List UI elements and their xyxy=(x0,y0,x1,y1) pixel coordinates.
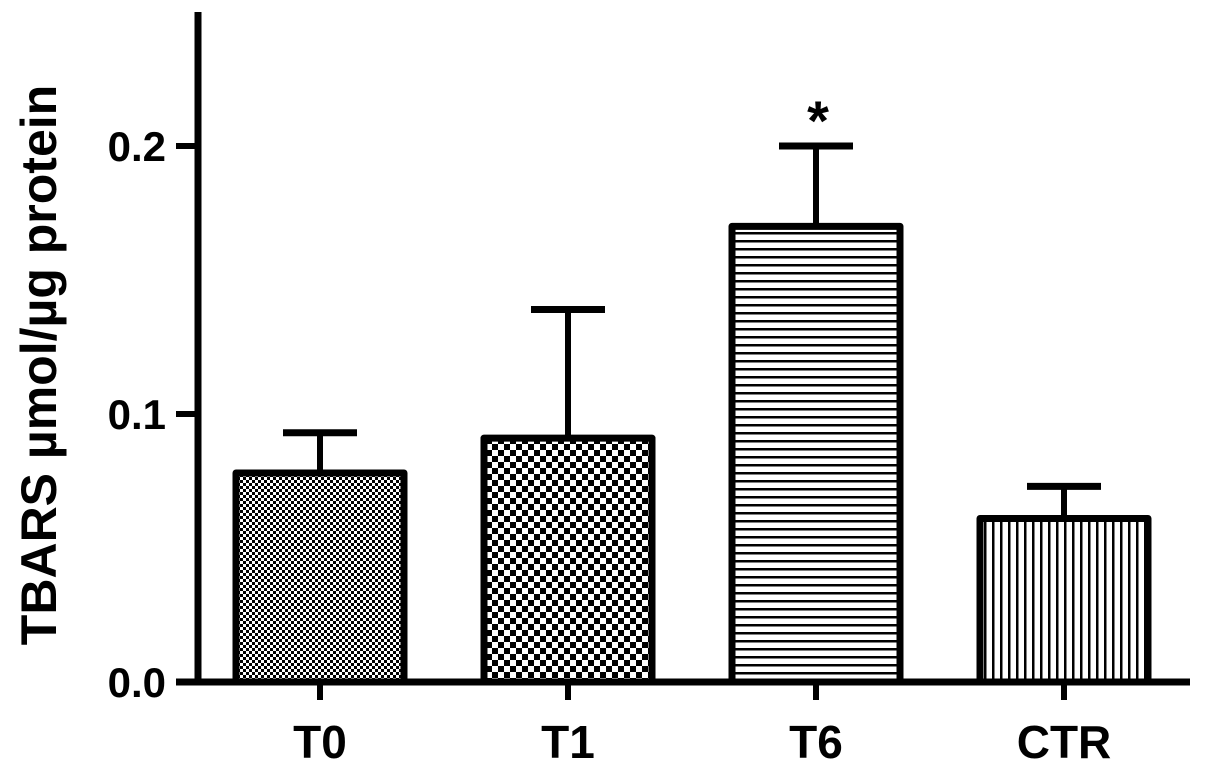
bar-t0 xyxy=(232,469,408,686)
y-tick-label: 0.2 xyxy=(108,123,166,170)
error-bar-t0 xyxy=(283,429,357,473)
y-axis-title: TBARS µmol/µg protein xyxy=(11,85,67,645)
y-ticks: 0.0 0.1 0.2 xyxy=(108,123,198,706)
x-ticks: T0 T1 T6 CTR xyxy=(293,682,1111,768)
bar-ctr xyxy=(976,515,1152,686)
bar-t6 xyxy=(728,222,904,686)
error-bar-ctr xyxy=(1027,482,1101,519)
x-tick-label-ctr: CTR xyxy=(1017,716,1112,768)
annotations: * xyxy=(807,89,829,152)
error-bar-t1 xyxy=(531,305,605,439)
x-tick-label-t6: T6 xyxy=(789,716,843,768)
y-tick-label: 0.1 xyxy=(108,391,166,438)
x-tick-label-t1: T1 xyxy=(541,716,595,768)
y-tick-label: 0.0 xyxy=(108,659,166,706)
x-tick-label-t0: T0 xyxy=(293,716,347,768)
significance-marker: * xyxy=(807,89,829,152)
error-bars-layer xyxy=(283,142,1101,519)
bar-t1 xyxy=(480,434,656,686)
bars-layer xyxy=(232,222,1152,686)
error-bar-t6 xyxy=(779,142,853,227)
